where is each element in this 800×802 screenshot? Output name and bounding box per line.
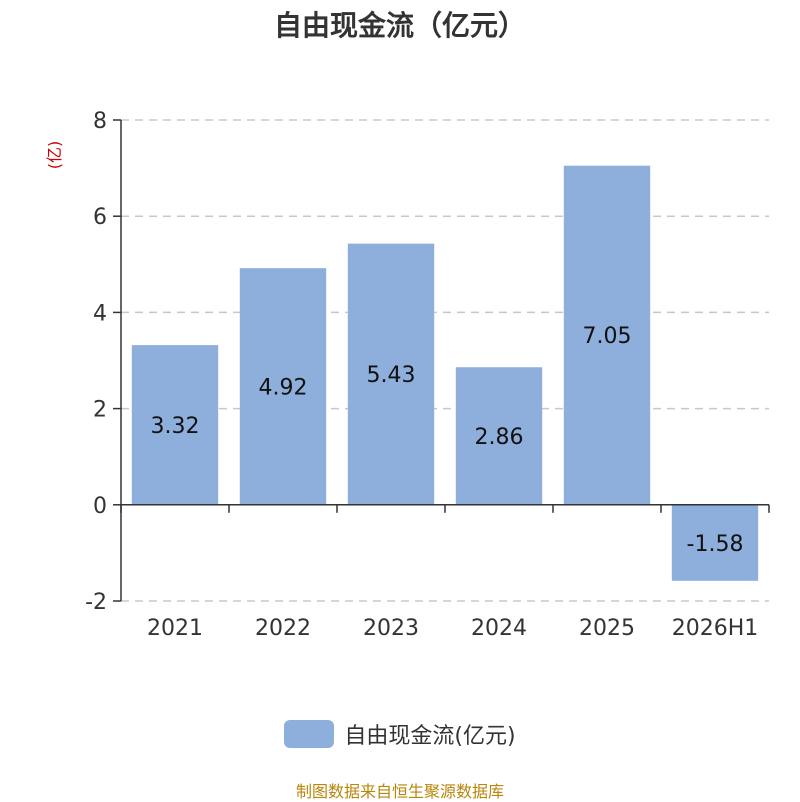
x-tick-label: 2026H1: [672, 616, 759, 641]
bar[interactable]: [455, 367, 543, 505]
data-label: 3.32: [151, 414, 200, 439]
x-tick-label: 2021: [147, 616, 203, 641]
legend-swatch: [284, 720, 335, 748]
y-tick-label: 0: [93, 494, 107, 519]
y-tick-label: 8: [93, 109, 107, 134]
x-tick-label: 2023: [363, 616, 419, 641]
y-tick-label: 2: [93, 398, 107, 423]
data-labels: 3.32 4.92 5.43 2.86 7.05 -1.58: [151, 324, 744, 557]
chart-title: 自由现金流（亿元）: [273, 9, 526, 42]
data-label: 2.86: [475, 425, 524, 450]
grid-lines: [121, 119, 769, 602]
source-note: 制图数据来自恒生聚源数据库: [295, 782, 504, 801]
x-tick-label: 2025: [579, 616, 635, 641]
data-label: 5.43: [367, 363, 416, 388]
bar[interactable]: [671, 504, 759, 581]
bar[interactable]: [131, 345, 219, 505]
data-label: -1.58: [687, 532, 744, 557]
y-tick-label: 6: [93, 205, 107, 230]
legend-label: 自由现金流(亿元): [344, 724, 516, 749]
bar[interactable]: [239, 268, 327, 505]
x-tick-label: 2024: [471, 616, 527, 641]
bar[interactable]: [347, 243, 435, 505]
x-tick-label: 2022: [255, 616, 311, 641]
bar[interactable]: [563, 165, 651, 505]
y-tick-label: 4: [93, 301, 107, 326]
axes: -2 0 2 4 6 8 2021 2022 2023 2024 2025 2026H1: [85, 109, 770, 641]
legend[interactable]: 自由现金流(亿元): [0, 718, 800, 750]
y-tick-label: -2: [85, 590, 107, 615]
data-label: 7.05: [583, 324, 632, 349]
data-label: 4.92: [259, 375, 308, 400]
bars: [131, 165, 759, 581]
y-axis-label: (亿): [45, 141, 64, 170]
